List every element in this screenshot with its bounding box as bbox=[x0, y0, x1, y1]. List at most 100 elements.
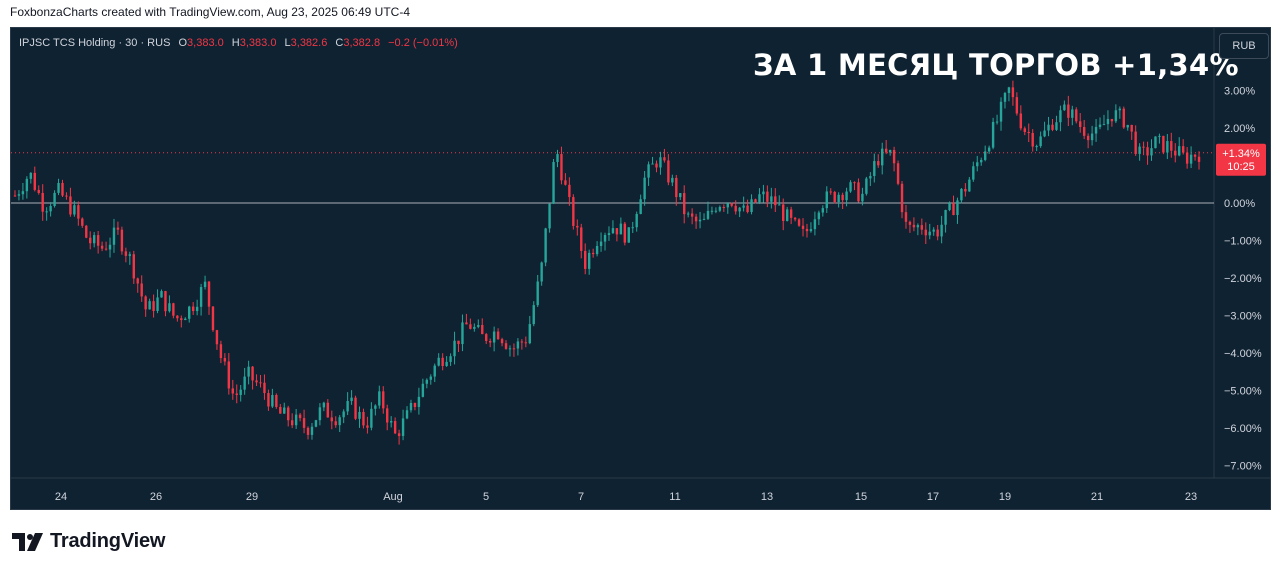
candle-body bbox=[686, 213, 690, 215]
candle-body bbox=[89, 237, 92, 244]
candle-body bbox=[576, 225, 579, 228]
candle-body bbox=[766, 191, 769, 202]
chart-panel[interactable]: 3.00%2.00%1.00%0.00%−1.00%−2.00%−3.00%−4… bbox=[10, 27, 1271, 510]
candle-body bbox=[738, 207, 741, 212]
candle-body bbox=[1043, 130, 1046, 137]
candle-body bbox=[61, 182, 64, 196]
candle-body bbox=[1079, 121, 1082, 128]
candle-body bbox=[421, 383, 425, 397]
candle-body bbox=[33, 172, 36, 190]
candle-body bbox=[283, 407, 286, 414]
candle-body bbox=[1019, 113, 1023, 129]
ohlc-legend: IPJSC TCS Holding · 30 · RUS O3,383.0 H3… bbox=[19, 37, 458, 49]
candle-body bbox=[770, 196, 773, 202]
open-key: O bbox=[178, 37, 188, 49]
candle-body bbox=[690, 213, 694, 217]
candle-body bbox=[1130, 124, 1133, 132]
candle-body bbox=[536, 281, 539, 306]
candle-body bbox=[1178, 146, 1181, 156]
candle-body bbox=[623, 223, 627, 243]
candle-body bbox=[631, 227, 634, 229]
candle-body bbox=[873, 161, 876, 177]
y-tick-label: −3.00% bbox=[1224, 311, 1262, 323]
candle-body bbox=[1197, 156, 1201, 162]
high-value: 3,383.0 bbox=[239, 37, 277, 49]
candle-body bbox=[524, 342, 528, 344]
candle-body bbox=[45, 211, 48, 213]
candle-body bbox=[322, 402, 326, 408]
candle-body bbox=[188, 306, 191, 319]
candle-body bbox=[488, 340, 492, 343]
candle-body bbox=[694, 216, 698, 222]
candle-body bbox=[168, 303, 171, 312]
candle-body bbox=[679, 193, 682, 198]
candle-body bbox=[492, 331, 496, 343]
y-tick-label: 2.00% bbox=[1224, 123, 1255, 135]
candle-body bbox=[853, 182, 856, 184]
low-key: L bbox=[284, 37, 291, 49]
candle-body bbox=[627, 227, 630, 243]
candle-body bbox=[41, 192, 44, 212]
candle-body bbox=[13, 195, 17, 197]
low-value: 3,382.6 bbox=[290, 37, 328, 49]
close-value: 3,382.8 bbox=[343, 37, 381, 49]
candle-body bbox=[314, 420, 318, 427]
candlestick-chart[interactable]: 3.00%2.00%1.00%0.00%−1.00%−2.00%−3.00%−4… bbox=[11, 28, 1271, 510]
candle-body bbox=[532, 305, 535, 325]
candle-body bbox=[1166, 141, 1169, 153]
candle-body bbox=[833, 192, 836, 202]
candle-body bbox=[290, 420, 294, 426]
candle-body bbox=[457, 340, 460, 345]
y-tick-label: −1.00% bbox=[1224, 236, 1262, 248]
candle-body bbox=[302, 418, 306, 428]
candle-body bbox=[809, 229, 813, 232]
candle-body bbox=[754, 199, 757, 203]
y-tick-label: −5.00% bbox=[1224, 386, 1262, 398]
candle-body bbox=[1047, 124, 1050, 131]
candle-body bbox=[746, 205, 749, 213]
x-tick-label: 19 bbox=[999, 491, 1011, 503]
candle-body bbox=[813, 219, 817, 230]
candle-body bbox=[108, 244, 112, 250]
candle-body bbox=[896, 163, 900, 184]
candle-body bbox=[742, 205, 745, 208]
candle-body bbox=[916, 225, 920, 228]
candle-body bbox=[710, 210, 714, 212]
symbol-label[interactable]: IPJSC TCS Holding · 30 · RUS bbox=[19, 37, 171, 49]
candle-body bbox=[892, 149, 896, 164]
y-tick-label: −6.00% bbox=[1224, 423, 1262, 435]
candle-body bbox=[1142, 146, 1145, 148]
open-value: 3,383.0 bbox=[187, 37, 224, 49]
candle-body bbox=[409, 403, 413, 411]
candle-body bbox=[568, 184, 571, 198]
candle-body bbox=[195, 306, 199, 312]
candle-body bbox=[306, 427, 310, 435]
candle-body bbox=[425, 379, 429, 384]
bar-countdown-label: 10:25 bbox=[1227, 161, 1255, 173]
candle-body bbox=[663, 157, 666, 161]
candle-body bbox=[49, 206, 52, 212]
candle-body bbox=[544, 228, 547, 263]
candle-body bbox=[960, 188, 963, 201]
candle-body bbox=[821, 208, 825, 213]
candle-body bbox=[477, 325, 480, 327]
candle-body bbox=[797, 219, 801, 226]
candle-body bbox=[211, 306, 215, 331]
candle-body bbox=[350, 397, 353, 401]
currency-button[interactable]: RUB bbox=[1219, 33, 1269, 59]
candle-body bbox=[374, 405, 377, 409]
candle-body bbox=[659, 157, 662, 168]
candle-body bbox=[227, 361, 231, 389]
candle-body bbox=[718, 206, 722, 211]
candle-body bbox=[671, 177, 674, 183]
candle-body bbox=[805, 228, 809, 232]
candle-body bbox=[1059, 110, 1062, 123]
candle-body bbox=[231, 388, 234, 394]
candle-body bbox=[980, 159, 983, 163]
candle-body bbox=[1181, 146, 1185, 153]
headline-annotation: ЗА 1 МЕСЯЦ ТОРГОВ +1,34% bbox=[753, 48, 1239, 82]
candle-body bbox=[1146, 147, 1149, 156]
candle-body bbox=[552, 161, 555, 204]
candle-body bbox=[643, 177, 646, 200]
candle-body bbox=[952, 203, 955, 215]
